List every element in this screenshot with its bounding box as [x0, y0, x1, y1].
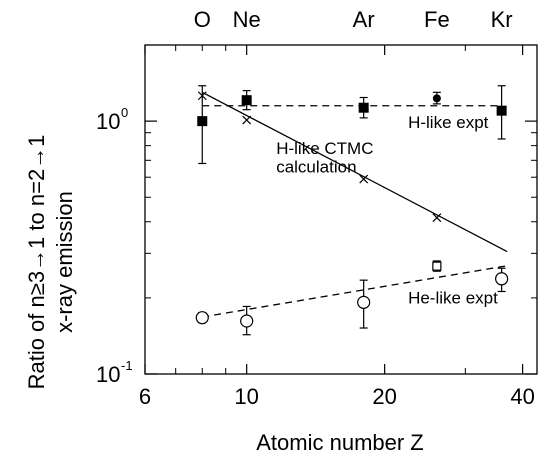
data-point-open-circle — [195, 311, 209, 325]
x-tick-label: 6 — [139, 384, 151, 409]
y-tick-label: 10 — [96, 109, 120, 134]
y-tick-exponent: 0 — [121, 105, 128, 120]
element-labels: O Ne Ar Fe Kr — [194, 7, 513, 32]
data-point-cross — [432, 213, 442, 223]
data-point-filled-square — [358, 102, 369, 113]
data-point-filled-square — [241, 95, 252, 106]
annotation: calculation — [276, 158, 356, 177]
y-tick-label: 10 — [96, 362, 120, 387]
fit-lines — [201, 91, 508, 318]
data-point-open-circle — [357, 295, 371, 309]
y-axis-label-line-2: x-ray emission — [52, 191, 77, 333]
data-point-cross — [359, 174, 369, 184]
data-point-filled-square — [197, 116, 208, 127]
annotation: He-like expt — [408, 289, 498, 308]
element-label: O — [194, 7, 211, 32]
annotation: H-like CTMC — [276, 139, 373, 158]
x-tick-label: 40 — [510, 384, 534, 409]
data-marks — [195, 85, 509, 336]
annotation: H-like expt — [408, 113, 489, 132]
data-point-open-circle — [495, 272, 509, 286]
data-point-cross — [242, 115, 252, 125]
y-tick-exponent: -1 — [121, 358, 133, 373]
data-point-filled-square — [496, 105, 507, 116]
data-point-filled-circle — [432, 94, 441, 103]
plot-frame — [144, 44, 538, 375]
fit-line — [202, 265, 508, 318]
y-axis-label-line-1: Ratio of n≥3→1 to n=2→1 — [24, 135, 49, 390]
data-point-cross — [197, 91, 207, 101]
x-tick-label: 10 — [234, 384, 258, 409]
data-point-open-circle — [240, 314, 254, 328]
plot-border — [144, 44, 538, 375]
element-label: Ne — [233, 7, 261, 32]
axis-ticks — [144, 44, 537, 375]
element-label: Fe — [424, 7, 450, 32]
x-tick-label: 20 — [372, 384, 396, 409]
data-point-open-square — [432, 261, 442, 271]
fit-line — [201, 91, 508, 253]
x-axis-label: Atomic number Z — [256, 430, 424, 455]
element-label: Kr — [491, 7, 513, 32]
element-label: Ar — [353, 7, 375, 32]
